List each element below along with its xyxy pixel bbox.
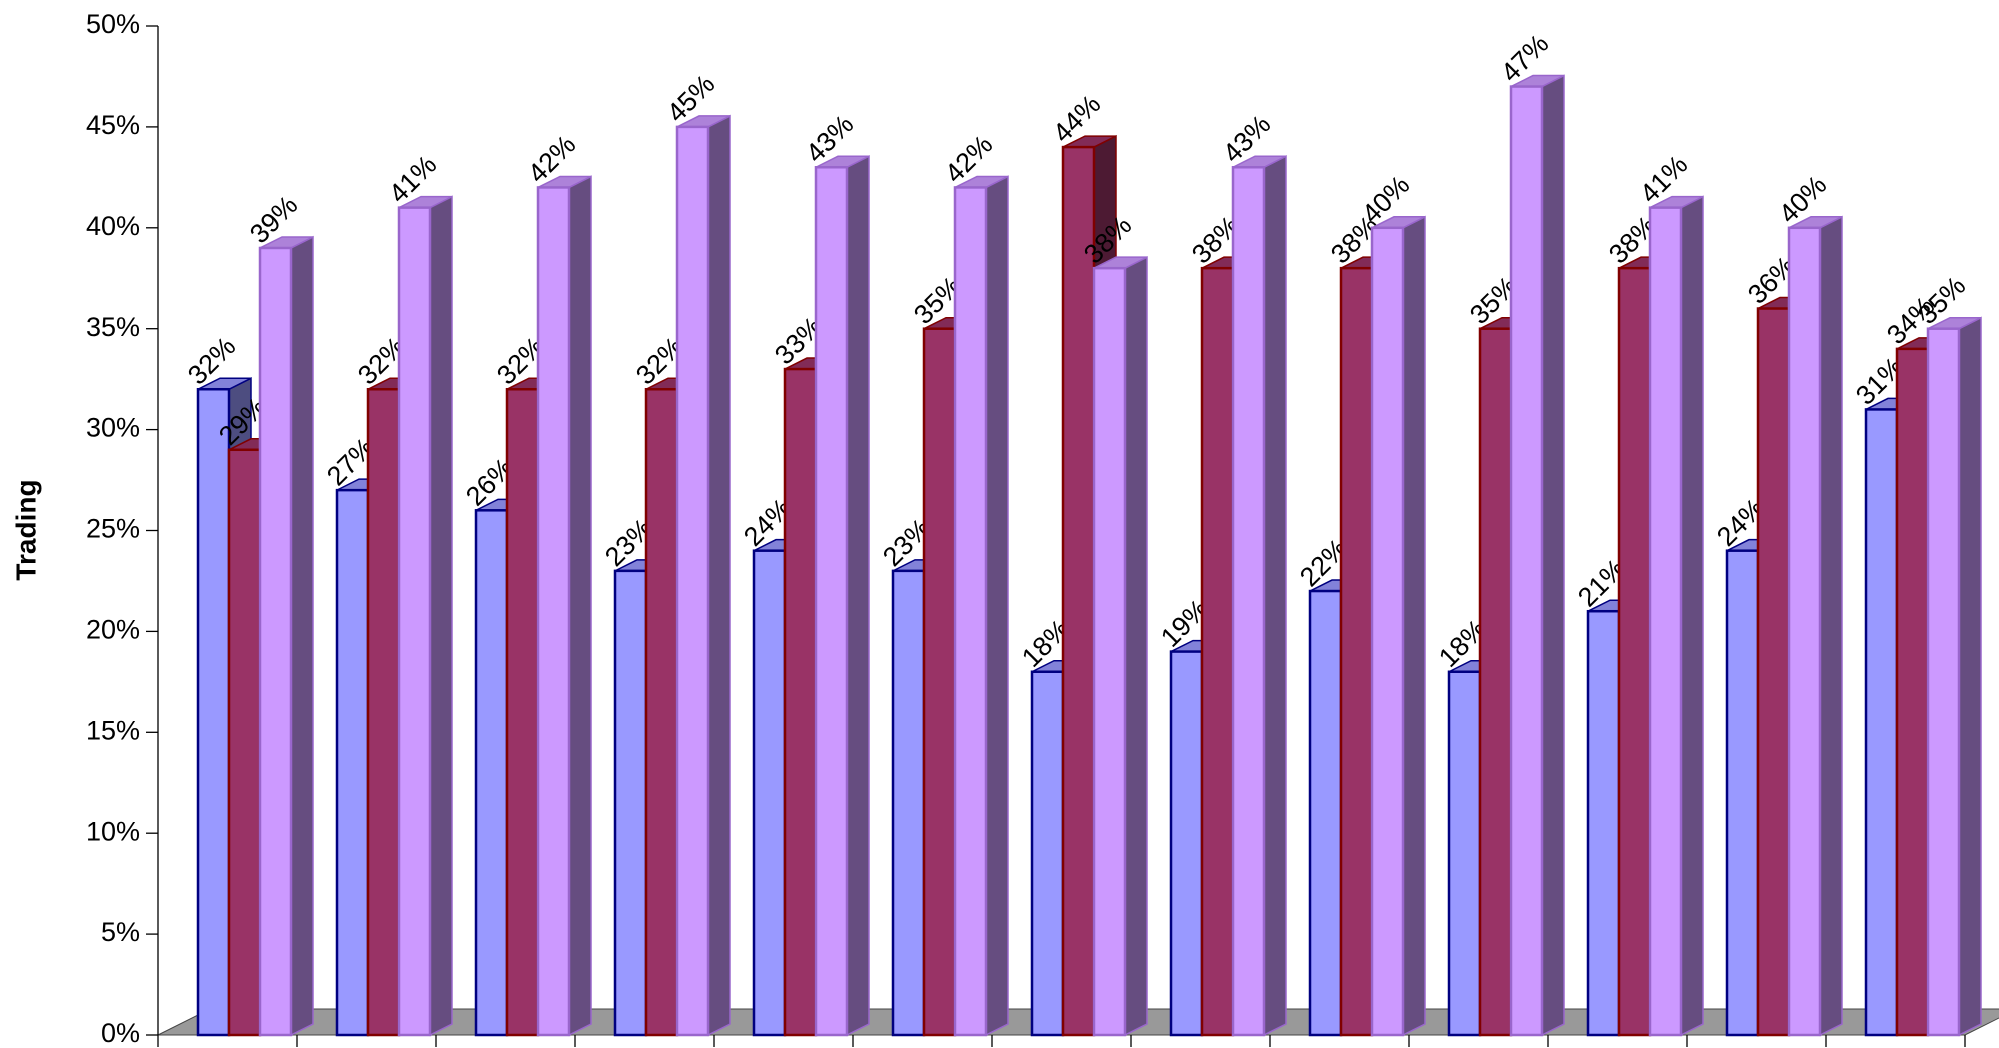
bar bbox=[752, 549, 787, 1037]
bar bbox=[1092, 266, 1127, 1037]
bar bbox=[953, 186, 988, 1037]
y-axis-label: Trading bbox=[10, 479, 41, 580]
bar-side bbox=[429, 195, 453, 1037]
bar bbox=[1648, 206, 1683, 1037]
y-tick-label: 45% bbox=[86, 110, 140, 140]
bar bbox=[1509, 85, 1544, 1037]
bar bbox=[1756, 307, 1791, 1037]
bar bbox=[814, 166, 849, 1037]
y-tick-label: 40% bbox=[86, 211, 140, 241]
bar bbox=[922, 327, 957, 1037]
bar-side bbox=[1958, 316, 1982, 1037]
y-tick-label: 30% bbox=[86, 413, 140, 443]
bar bbox=[891, 569, 926, 1037]
y-tick-label: 0% bbox=[101, 1018, 140, 1048]
bar bbox=[1926, 327, 1961, 1037]
bar bbox=[1864, 408, 1899, 1037]
bar bbox=[1617, 266, 1652, 1037]
y-tick-label: 50% bbox=[86, 9, 140, 39]
bar-side bbox=[846, 155, 870, 1037]
bar bbox=[675, 125, 710, 1037]
bar bbox=[474, 509, 509, 1037]
bar bbox=[1447, 670, 1482, 1037]
bar-side bbox=[707, 114, 731, 1037]
bar bbox=[1169, 650, 1204, 1037]
bar bbox=[1586, 609, 1621, 1037]
y-tick-label: 15% bbox=[86, 715, 140, 745]
bar bbox=[1725, 549, 1760, 1037]
y-tick-label: 35% bbox=[86, 312, 140, 342]
bar bbox=[1370, 226, 1405, 1037]
bar bbox=[1308, 589, 1343, 1037]
bar bbox=[1231, 166, 1266, 1037]
bar-side bbox=[1402, 215, 1426, 1037]
y-tick-label: 10% bbox=[86, 816, 140, 846]
bar bbox=[1339, 266, 1374, 1037]
y-tick-label: 25% bbox=[86, 514, 140, 544]
y-tick-label: 5% bbox=[101, 917, 140, 947]
bar-side bbox=[1541, 74, 1565, 1037]
bar bbox=[505, 387, 540, 1037]
bar-side bbox=[568, 175, 592, 1037]
bar bbox=[1030, 670, 1065, 1037]
bar bbox=[227, 448, 262, 1037]
bar bbox=[1895, 347, 1930, 1037]
bar bbox=[1478, 327, 1513, 1037]
bar bbox=[397, 206, 432, 1037]
bar-side bbox=[1819, 215, 1843, 1037]
bar-side bbox=[1263, 155, 1287, 1037]
bar bbox=[335, 488, 370, 1037]
bar bbox=[644, 387, 679, 1037]
bar bbox=[613, 569, 648, 1037]
bar bbox=[536, 186, 571, 1037]
bar bbox=[783, 367, 818, 1037]
bar-side bbox=[290, 235, 314, 1037]
bar bbox=[258, 246, 293, 1037]
bar bbox=[196, 387, 231, 1037]
y-tick-label: 20% bbox=[86, 615, 140, 645]
bar-side bbox=[985, 175, 1009, 1037]
bar-side bbox=[1124, 255, 1148, 1037]
bar bbox=[1061, 145, 1096, 1037]
bar-side bbox=[1680, 195, 1704, 1037]
bar bbox=[366, 387, 401, 1037]
bar bbox=[1200, 266, 1235, 1037]
bar bbox=[1787, 226, 1822, 1037]
